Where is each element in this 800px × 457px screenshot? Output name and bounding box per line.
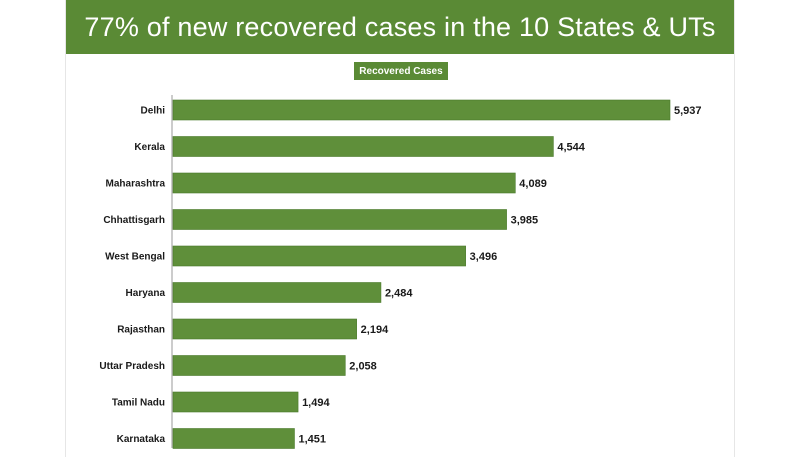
category-label: Tamil Nadu [112,398,165,409]
category-label: Chhattisgarh [103,215,165,226]
category-label: Delhi [141,106,166,117]
bar [172,245,466,267]
data-label: 2,484 [385,288,413,300]
category-label: Kerala [134,142,165,153]
category-label: Haryana [126,288,166,299]
bar [172,136,554,157]
data-label: 2,194 [361,324,389,336]
series-legend-badge: Recovered Cases [354,62,448,80]
bar [172,391,299,413]
data-label: 3,985 [511,215,539,227]
category-label: Rajasthan [117,325,165,336]
bar [172,355,346,376]
category-label: West Bengal [105,252,165,263]
data-label: 4,544 [557,142,585,154]
data-label: 4,089 [519,178,547,190]
bar [172,282,382,303]
data-label: 5,937 [674,105,702,117]
category-label: Karnataka [117,434,166,445]
bar [172,172,516,194]
bar [172,209,507,230]
category-label: Maharashtra [106,179,166,190]
data-label: 2,058 [349,361,377,373]
bar [172,99,671,121]
data-label: 1,494 [302,397,330,409]
data-label: 1,451 [298,434,326,446]
data-label: 3,496 [470,251,498,263]
chart-title: 77% of new recovered cases in the 10 Sta… [66,0,734,54]
category-label: Uttar Pradesh [99,361,165,372]
bar [172,428,295,449]
bar [172,318,357,340]
